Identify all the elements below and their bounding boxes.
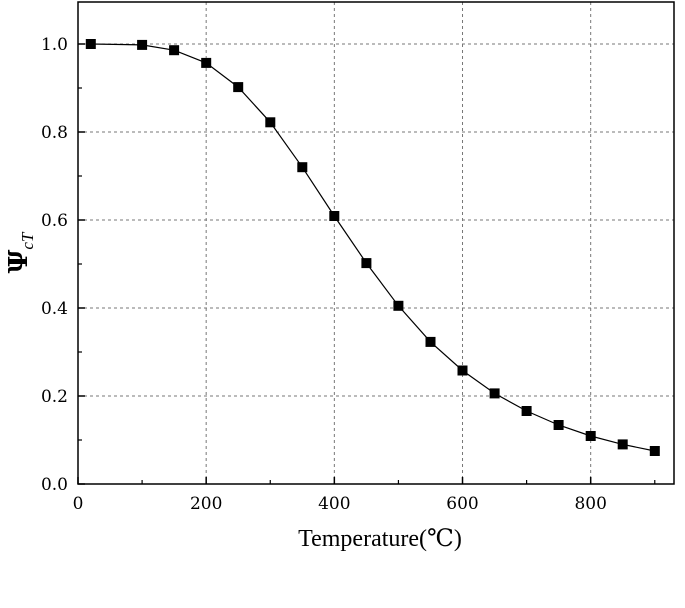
data-point <box>521 406 532 416</box>
x-axis-title: Temperature(℃) <box>298 526 462 552</box>
y-tick-label: 0.4 <box>41 299 68 319</box>
y-tick-label: 0.8 <box>41 123 68 143</box>
data-point <box>265 117 276 128</box>
data-point <box>649 446 660 456</box>
y-axis-subscript: cT <box>18 231 37 250</box>
data-point <box>233 82 244 93</box>
y-tick-label: 0.2 <box>41 387 68 407</box>
plot-frame <box>77 1 675 485</box>
x-tick-label: 0 <box>73 494 84 514</box>
series-layer <box>85 39 660 456</box>
data-point <box>169 45 180 56</box>
x-tick-label: 800 <box>574 494 606 514</box>
axis-ticks <box>77 43 656 485</box>
y-axis-title: ΨcT <box>4 231 37 273</box>
y-tick-label: 0.0 <box>41 475 68 495</box>
data-point <box>489 388 500 399</box>
x-tick-label: 200 <box>190 494 222 514</box>
data-point <box>297 162 308 173</box>
y-tick-label: 1.0 <box>41 35 68 55</box>
data-point <box>361 258 372 269</box>
data-point <box>201 57 212 68</box>
data-point <box>425 336 436 347</box>
y-axis-symbol: Ψ <box>4 249 34 273</box>
tick-labels: 0 200 400 600 800 0.0 0.2 0.4 0.6 0.8 1.0 <box>41 35 607 514</box>
data-point <box>329 211 340 221</box>
data-point <box>617 439 628 450</box>
data-point <box>137 39 148 50</box>
x-tick-label: 400 <box>318 494 350 514</box>
y-tick-label: 0.6 <box>41 211 68 231</box>
data-point <box>393 300 404 311</box>
data-point <box>457 365 468 376</box>
series-line <box>90 43 655 452</box>
data-point <box>85 39 96 49</box>
data-point <box>553 420 564 430</box>
x-tick-label: 600 <box>446 494 478 514</box>
data-point <box>585 431 596 441</box>
grid-lines <box>78 2 674 484</box>
